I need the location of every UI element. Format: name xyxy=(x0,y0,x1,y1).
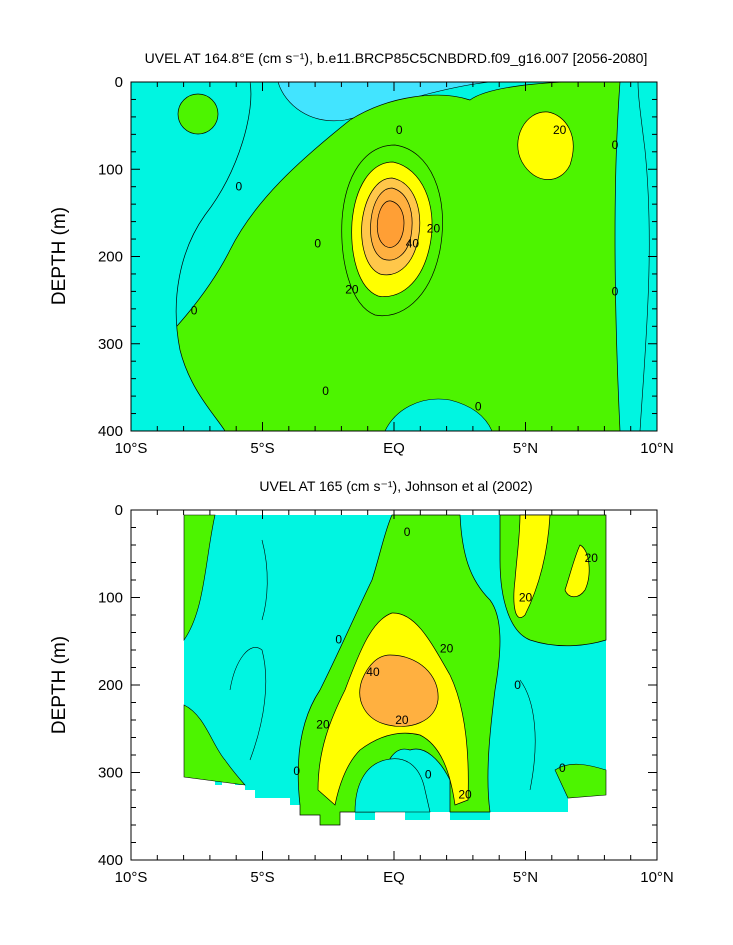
panel-2-contour-label: 20 xyxy=(458,787,472,801)
panel-2-contour-label: 0 xyxy=(559,761,566,775)
panel-1-contour-label: 0 xyxy=(612,138,619,152)
panel-1-ylabel: DEPTH (m) xyxy=(49,207,70,305)
panel-2-contour-label: 0 xyxy=(335,633,342,647)
panel-1-x-tick-label: 10°S xyxy=(115,440,148,457)
panel-2-y-tick-label: 200 xyxy=(98,677,123,694)
panel-2-contour-labels: 0 20 20 0 20 40 0 20 20 0 0 20 0 xyxy=(293,525,598,802)
panel-1-contour-label: 0 xyxy=(235,180,242,194)
panel-1-y-tick-label: 100 xyxy=(98,161,123,178)
panel-2-contour-label: 40 xyxy=(366,665,380,679)
panel-1-x-tick-label: EQ xyxy=(383,440,405,457)
panel-2: UVEL AT 165 (cm s⁻¹), Johnson et al (200… xyxy=(49,478,674,886)
panel-2-y-tick-label: 300 xyxy=(98,765,123,782)
panel-2-contour-label: 20 xyxy=(440,641,454,655)
panel-1-contour-label: 0 xyxy=(322,384,329,398)
panel-1-contour-labels: 0 0 0 0 0 0 0 0 20 20 40 20 xyxy=(191,123,619,414)
panel-2-x-axis: 10°S 5°S EQ 5°N 10°N xyxy=(115,510,674,886)
panel-2-x-tick-label: 5°N xyxy=(513,869,538,886)
panel-1-y-tick-label: 200 xyxy=(98,249,123,266)
panel-1-contour-label: 20 xyxy=(345,283,359,297)
panel-1-plot-area xyxy=(131,82,657,431)
panel-1-x-axis: 10°S 5°S EQ 5°N 10°N xyxy=(115,82,674,457)
panel-1-contour-label: 0 xyxy=(475,400,482,414)
panel-1-contour-label: 0 xyxy=(612,284,619,298)
panel-2-contour-label: 20 xyxy=(316,717,330,731)
panel-1-contour-label: 20 xyxy=(553,123,567,137)
panel-1-y-tick-label: 0 xyxy=(115,74,123,91)
panel-2-contour-label: 20 xyxy=(395,713,409,727)
panel-2-contour-label: 0 xyxy=(425,767,432,781)
panel-1-x-tick-label: 10°N xyxy=(640,440,674,457)
panel-2-y-tick-label: 100 xyxy=(98,590,123,607)
panel-2-y-tick-label: 400 xyxy=(98,852,123,869)
panel-1-contour-label: 0 xyxy=(314,236,321,250)
panel-1-fill-north-max xyxy=(517,111,574,180)
panel-2-x-tick-label: EQ xyxy=(383,869,405,886)
panel-2-plot-area xyxy=(183,514,607,826)
panel-1-fill-euc-core xyxy=(376,200,405,248)
panel-1: UVEL AT 164.8°E (cm s⁻¹), b.e11.BRCP85C5… xyxy=(49,50,674,457)
panel-2-x-tick-label: 10°N xyxy=(640,869,674,886)
panel-2-contour-label: 0 xyxy=(293,764,300,778)
panel-1-y-tick-label: 300 xyxy=(98,336,123,353)
panel-2-x-tick-label: 10°S xyxy=(115,869,148,886)
panel-1-y-tick-label: 400 xyxy=(98,423,123,440)
panel-1-contour-label: 20 xyxy=(427,222,441,236)
panel-1-title: UVEL AT 164.8°E (cm s⁻¹), b.e11.BRCP85C5… xyxy=(145,50,648,66)
panel-1-x-tick-label: 5°N xyxy=(513,440,538,457)
panel-2-y-tick-label: 0 xyxy=(115,502,123,519)
panel-2-contour-label: 20 xyxy=(519,591,533,605)
panel-2-contour-label: 0 xyxy=(404,525,411,539)
panel-2-ylabel: DEPTH (m) xyxy=(49,636,70,734)
panel-2-contour-label: 20 xyxy=(585,551,599,565)
panel-1-contour-label: 40 xyxy=(406,236,420,250)
panel-1-contour-label: 0 xyxy=(396,123,403,137)
panel-2-title: UVEL AT 165 (cm s⁻¹), Johnson et al (200… xyxy=(259,478,532,494)
panel-1-x-tick-label: 5°S xyxy=(250,440,274,457)
panel-1-contour-label: 0 xyxy=(191,304,198,318)
panel-2-contour-label: 0 xyxy=(514,678,521,692)
panel-2-fill-euc-core xyxy=(359,654,439,727)
panel-2-x-tick-label: 5°S xyxy=(250,869,274,886)
